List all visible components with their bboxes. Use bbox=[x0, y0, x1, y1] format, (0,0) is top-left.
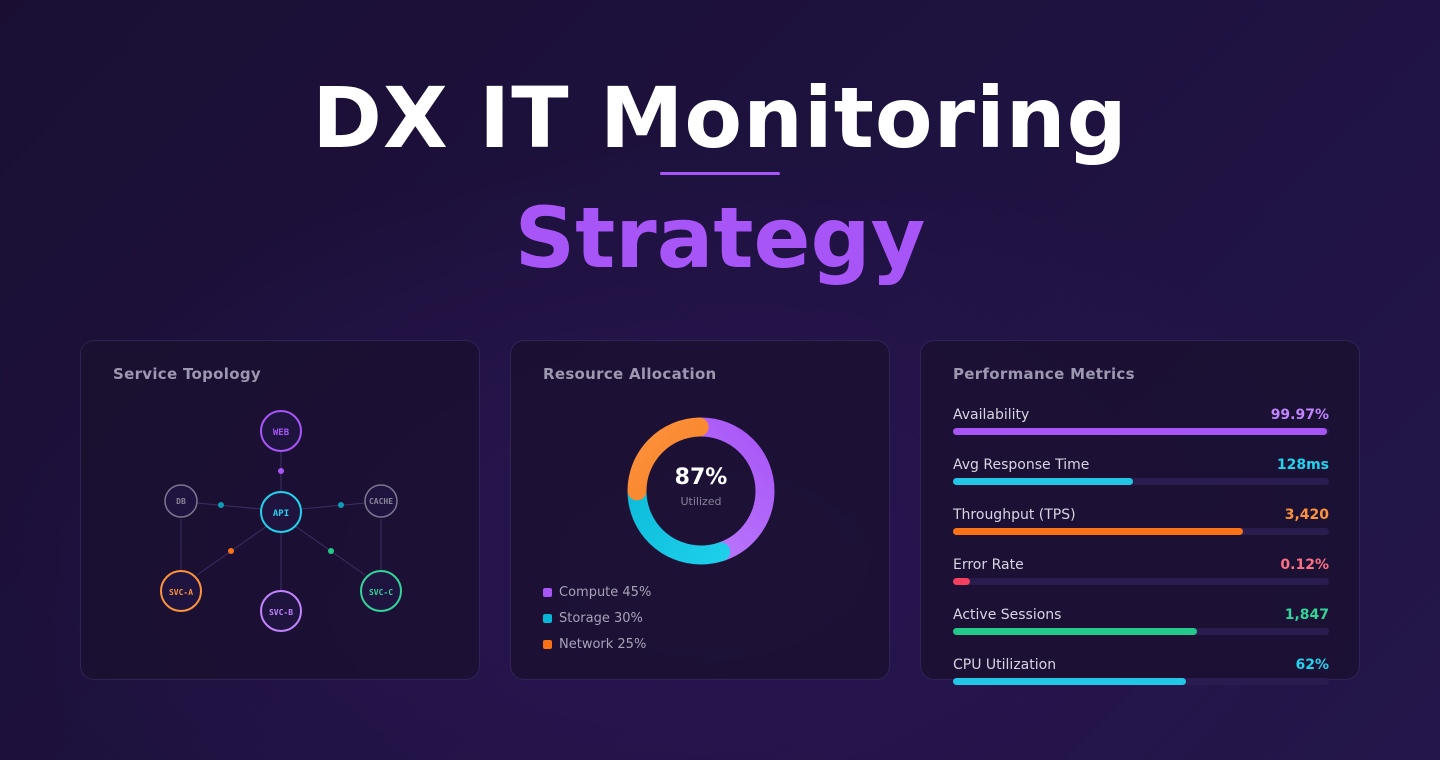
legend-swatch bbox=[543, 613, 552, 623]
metric-value: 128ms bbox=[1276, 457, 1329, 473]
legend-swatch bbox=[543, 639, 552, 649]
node-db[interactable]: DB bbox=[164, 484, 198, 518]
flow-dot bbox=[338, 502, 344, 508]
donut-legend: Compute 45% Storage 30% Network 25% bbox=[543, 579, 651, 657]
title-divider bbox=[660, 172, 780, 175]
metric-value: 0.12% bbox=[1280, 557, 1329, 573]
metric-error-rate: Error Rate 0.12% bbox=[953, 557, 1329, 597]
donut-center-value: 87% bbox=[674, 465, 728, 490]
node-db-label: DB bbox=[176, 497, 186, 506]
metric-track bbox=[953, 428, 1329, 435]
service-topology-card: Service Topology WEB API bbox=[80, 340, 480, 680]
metric-value: 1,847 bbox=[1284, 607, 1329, 623]
resource-allocation-card: Resource Allocation 87% Utilize bbox=[510, 340, 890, 680]
donut-center-label: Utilized bbox=[680, 495, 722, 508]
card-title: Service Topology bbox=[113, 365, 261, 383]
legend-item-network: Network 25% bbox=[543, 631, 651, 657]
metric-value: 62% bbox=[1295, 657, 1329, 673]
metric-bar-fill bbox=[953, 628, 1198, 635]
legend-swatch bbox=[543, 587, 552, 597]
metric-active-sessions: Active Sessions 1,847 bbox=[953, 607, 1329, 647]
hero: DX IT Monitoring Strategy bbox=[0, 0, 1440, 300]
metric-track bbox=[953, 578, 1329, 585]
metric-bar-fill bbox=[953, 428, 1328, 435]
metric-track bbox=[953, 678, 1329, 685]
metric-name: Availability bbox=[953, 407, 1030, 423]
card-title: Performance Metrics bbox=[953, 365, 1135, 383]
edge-api-cache bbox=[300, 502, 366, 510]
node-svc-b-label: SVC-B bbox=[269, 608, 293, 617]
metric-bar-fill bbox=[953, 578, 970, 585]
metric-name: Active Sessions bbox=[953, 607, 1062, 623]
metric-bar-fill bbox=[953, 478, 1134, 485]
metric-avg-response-time: Avg Response Time 128ms bbox=[953, 457, 1329, 497]
page-subtitle: Strategy bbox=[514, 189, 926, 287]
page-title: DX IT Monitoring bbox=[312, 69, 1128, 167]
metric-name: Throughput (TPS) bbox=[953, 507, 1076, 523]
flow-dot bbox=[218, 502, 224, 508]
legend-label: Storage 30% bbox=[559, 610, 643, 626]
performance-metrics-card: Performance Metrics Availability 99.97% … bbox=[920, 340, 1360, 685]
metric-name: CPU Utilization bbox=[953, 657, 1057, 673]
metric-name: Error Rate bbox=[953, 557, 1024, 573]
donut-segment-network bbox=[627, 417, 775, 565]
node-cache-label: CACHE bbox=[369, 497, 393, 506]
flow-dot bbox=[328, 548, 334, 554]
topology-graph: WEB API DB CACHE SVC-A SVC-B bbox=[160, 410, 402, 632]
node-api[interactable]: API bbox=[260, 491, 302, 533]
legend-label: Network 25% bbox=[559, 636, 647, 652]
card-title: Resource Allocation bbox=[543, 365, 717, 383]
flow-dot bbox=[228, 548, 234, 554]
node-svc-a[interactable]: SVC-A bbox=[160, 570, 202, 612]
metric-track bbox=[953, 628, 1329, 635]
node-web-label: WEB bbox=[273, 428, 290, 438]
metric-throughput: Throughput (TPS) 3,420 bbox=[953, 507, 1329, 547]
metric-track bbox=[953, 478, 1329, 485]
metric-name: Avg Response Time bbox=[953, 457, 1090, 473]
edge-db-api bbox=[196, 502, 262, 510]
utilization-donut bbox=[627, 417, 775, 565]
metric-availability: Availability 99.97% bbox=[953, 407, 1329, 447]
node-svc-b[interactable]: SVC-B bbox=[260, 590, 302, 632]
metric-track bbox=[953, 528, 1329, 535]
legend-item-storage: Storage 30% bbox=[543, 605, 651, 631]
metric-value: 99.97% bbox=[1270, 407, 1329, 423]
node-svc-a-label: SVC-A bbox=[169, 588, 193, 597]
flow-dot bbox=[278, 468, 284, 474]
node-web[interactable]: WEB bbox=[260, 410, 302, 452]
node-svc-c[interactable]: SVC-C bbox=[360, 570, 402, 612]
node-cache[interactable]: CACHE bbox=[364, 484, 398, 518]
metric-cpu-utilization: CPU Utilization 62% bbox=[953, 657, 1329, 697]
node-api-label: API bbox=[273, 509, 289, 519]
metric-bar-fill bbox=[953, 678, 1187, 685]
metric-value: 3,420 bbox=[1284, 507, 1329, 523]
metric-bar-fill bbox=[953, 528, 1243, 535]
node-svc-c-label: SVC-C bbox=[369, 588, 393, 597]
legend-label: Compute 45% bbox=[559, 584, 652, 600]
legend-item-compute: Compute 45% bbox=[543, 579, 651, 605]
